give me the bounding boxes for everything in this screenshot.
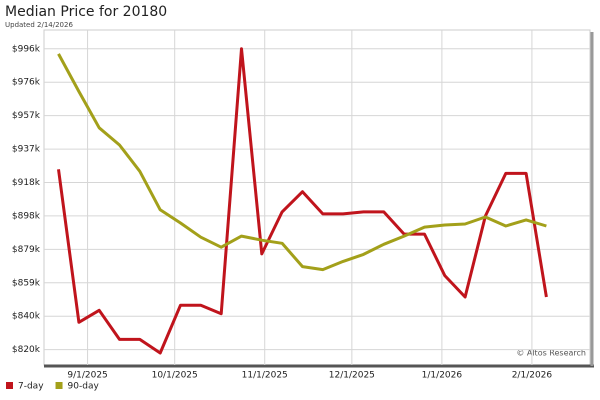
y-tick-label: $879k <box>12 245 41 255</box>
y-tick-label: $859k <box>12 278 41 288</box>
plot-area <box>43 29 591 366</box>
legend-swatch <box>55 382 63 389</box>
legend-swatch <box>6 382 13 389</box>
legend-label: 7-day <box>18 382 44 392</box>
x-tick-label: 11/1/2025 <box>242 371 288 381</box>
y-tick-label: $840k <box>12 312 41 322</box>
x-tick-label: 9/1/2025 <box>67 371 107 381</box>
x-tick-label: 10/1/2025 <box>152 371 198 381</box>
y-tick-label: $996k <box>12 44 41 54</box>
chart-subtitle: Updated 2/14/2026 <box>5 21 73 29</box>
credit: © Altos Research <box>516 349 586 358</box>
series-line <box>57 47 548 355</box>
chart-title: Median Price for 20180 <box>5 4 167 20</box>
x-tick-label: 1/1/2026 <box>422 371 463 381</box>
y-tick-label: $937k <box>12 145 41 155</box>
x-tick-label: 12/1/2025 <box>329 371 375 381</box>
y-tick-label: $957k <box>12 111 41 121</box>
x-tick-label: 2/1/2026 <box>512 371 553 381</box>
series-line <box>57 53 547 272</box>
legend-label: 90-day <box>68 382 100 392</box>
y-tick-label: $820k <box>12 345 41 355</box>
y-tick-label: $918k <box>12 178 41 188</box>
y-tick-label: $976k <box>12 78 41 88</box>
y-tick-label: $898k <box>12 211 41 221</box>
